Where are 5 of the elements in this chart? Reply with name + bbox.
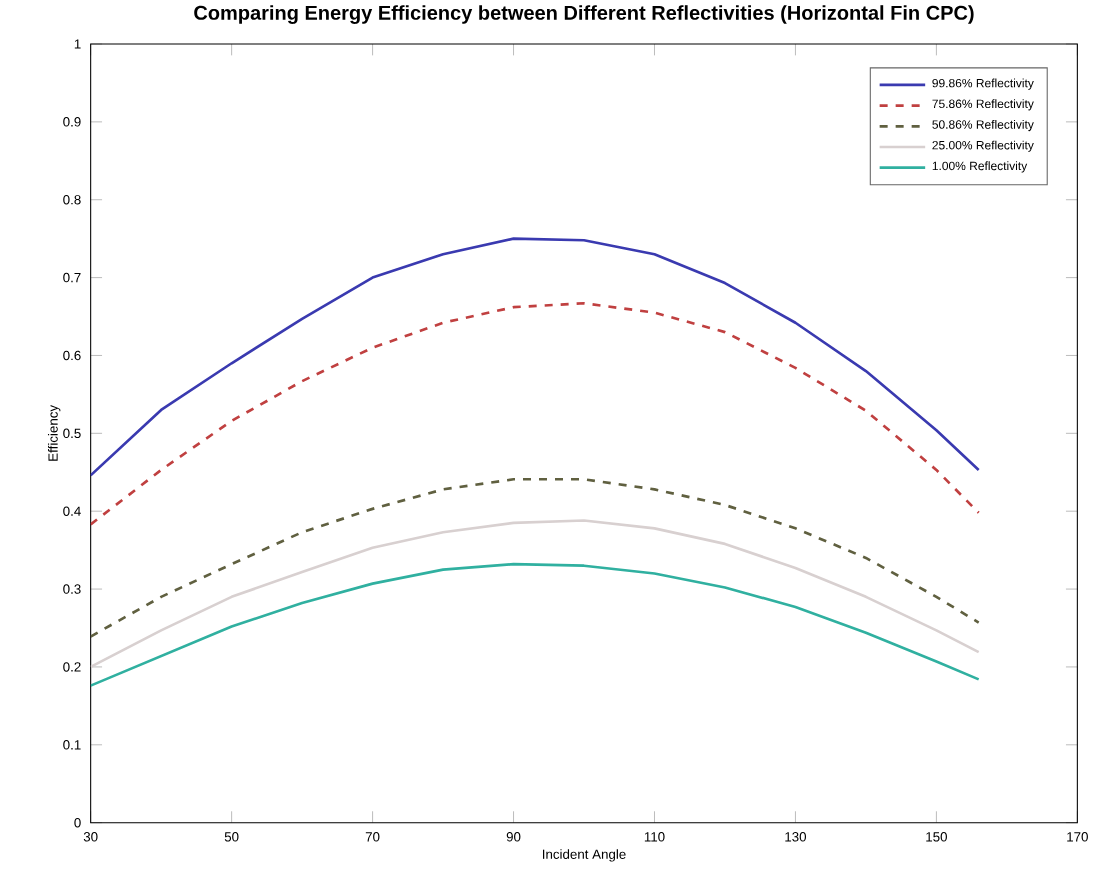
line-series [90, 301, 981, 526]
chart-title: Comparing Energy Efficiency between Different Reflectivities (Horizontal Fin CPC) [194, 5, 974, 24]
line-series [90, 519, 981, 669]
line-series [90, 237, 981, 477]
line-series [90, 477, 981, 638]
